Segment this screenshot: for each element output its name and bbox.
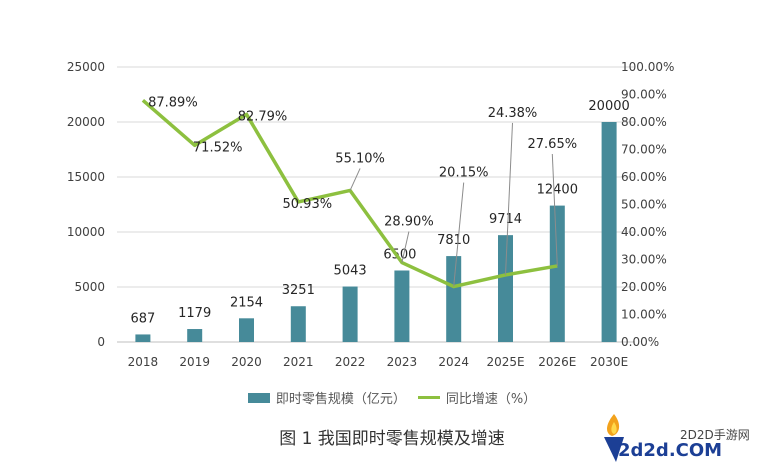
leader-line: [505, 122, 513, 275]
watermark-logo: 2D2D手游网 2d2d.COM: [600, 412, 780, 464]
growth-line: [141, 98, 558, 289]
chart-svg: 0 5000 10000 15000 20000 25000 0.00% 10.00% 20.0…: [67, 60, 675, 369]
left-tick-label: 15000: [67, 170, 105, 184]
bar-data-label: 687: [130, 311, 155, 326]
line-data-label: 28.90%: [384, 215, 434, 230]
line-data-label: 50.93%: [283, 197, 333, 212]
bar-data-label: 1179: [178, 306, 211, 321]
bar: [549, 205, 565, 342]
left-tick-label: 0: [97, 335, 105, 349]
line-data-label: 71.52%: [193, 140, 243, 155]
line-data-label: 82.79%: [238, 109, 288, 124]
x-tick-label: 2018: [128, 355, 159, 369]
x-tick-label: 2021: [283, 355, 314, 369]
bar-data-label: 20000: [588, 99, 629, 114]
bar-data-label: 7810: [437, 233, 470, 248]
x-tick-label: 2023: [387, 355, 418, 369]
bar: [394, 270, 410, 342]
x-tick-label: 2020: [231, 355, 262, 369]
leader-line: [401, 231, 410, 263]
right-tick-label: 0.00%: [621, 335, 659, 349]
bar-data-label: 6500: [383, 248, 416, 263]
left-tick-label: 25000: [67, 60, 105, 74]
bar: [498, 235, 513, 342]
right-tick-label: 80.00%: [621, 115, 667, 129]
x-tick-label: 2019: [179, 355, 210, 369]
watermark-en: 2d2d.COM: [618, 440, 723, 461]
right-tick-label: 30.00%: [621, 253, 667, 267]
x-tick-label: 2022: [335, 355, 366, 369]
bar: [239, 318, 254, 342]
chart-title: 图 1 我国即时零售规模及增速: [279, 429, 505, 449]
right-tick-label: 50.00%: [621, 198, 667, 212]
line-data-label: 24.38%: [488, 106, 538, 121]
legend: 即时零售规模（亿元） 同比增速（%）: [0, 388, 784, 407]
bar: [290, 306, 306, 342]
x-tick-label: 2026E: [538, 355, 576, 369]
leader-line: [453, 182, 465, 287]
legend-bar-swatch: [247, 392, 270, 403]
left-tick-label: 5000: [74, 280, 105, 294]
bar-data-label: 12400: [537, 183, 578, 198]
x-tick-label: 2030E: [590, 355, 628, 369]
left-tick-label: 20000: [67, 115, 105, 129]
leader-line: [551, 153, 558, 266]
bar: [446, 256, 462, 342]
x-tick-label: 2025E: [486, 355, 524, 369]
bar-data-label: 5043: [334, 264, 367, 279]
leader-line: [349, 168, 361, 191]
bar-data-label: 2154: [230, 295, 263, 310]
line-data-label: 20.15%: [439, 166, 489, 181]
legend-line-label: 同比增速（%）: [445, 392, 537, 407]
line-data-label: 87.89%: [148, 95, 198, 110]
left-tick-label: 10000: [67, 225, 105, 239]
x-tick-label: 2024: [438, 355, 469, 369]
right-tick-label: 70.00%: [621, 143, 667, 157]
legend-line-swatch: [417, 396, 440, 399]
right-tick-label: 100.00%: [621, 60, 674, 74]
line-data-label: 27.65%: [528, 137, 578, 152]
bar: [187, 329, 203, 342]
bar: [601, 122, 617, 342]
legend-bar-label: 即时零售规模（亿元）: [275, 392, 406, 407]
watermark-cn: 2D2D手游网: [680, 428, 750, 442]
line-data-label: 55.10%: [335, 151, 385, 166]
bar-data-label: 9714: [489, 212, 522, 227]
right-tick-label: 60.00%: [621, 170, 667, 184]
bar: [135, 334, 151, 342]
torch-icon: [604, 414, 624, 462]
bar-data-label: 3251: [282, 283, 315, 298]
right-tick-label: 10.00%: [621, 308, 667, 322]
right-tick-label: 20.00%: [621, 280, 667, 294]
right-tick-label: 40.00%: [621, 225, 667, 239]
right-tick-label: 90.00%: [621, 88, 667, 102]
bar: [342, 286, 358, 342]
